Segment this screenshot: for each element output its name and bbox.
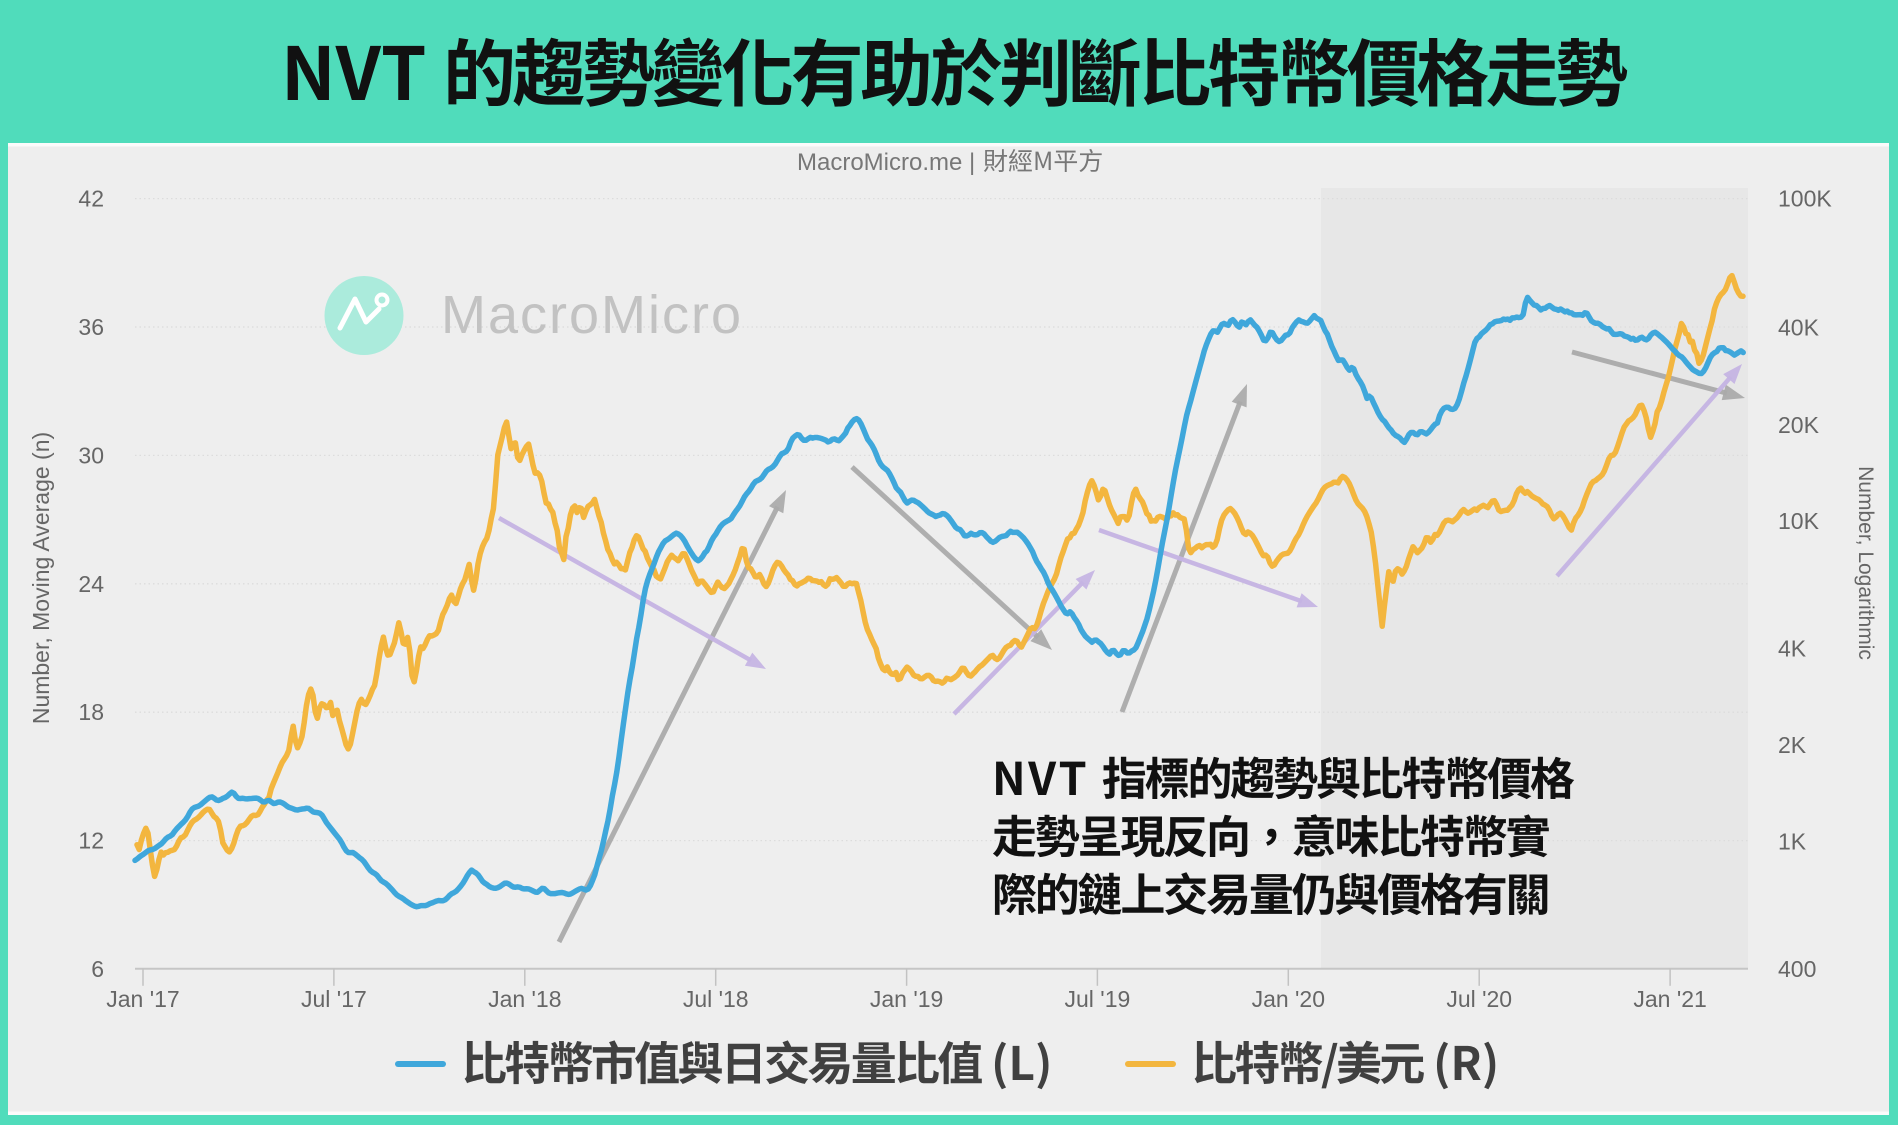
svg-text:Number, Logarithmic: Number, Logarithmic	[1854, 466, 1877, 660]
svg-text:12: 12	[78, 828, 104, 854]
svg-text:Jul '18: Jul '18	[683, 986, 749, 1012]
svg-text:4K: 4K	[1778, 636, 1807, 662]
svg-text:42: 42	[78, 186, 104, 212]
svg-text:24: 24	[78, 571, 104, 597]
svg-text:Jan '20: Jan '20	[1252, 986, 1325, 1012]
svg-text:Jul '20: Jul '20	[1446, 986, 1512, 1012]
svg-text:Jul '17: Jul '17	[301, 986, 367, 1012]
svg-text:10K: 10K	[1778, 508, 1820, 534]
svg-text:20K: 20K	[1778, 412, 1820, 438]
svg-text:Jul '19: Jul '19	[1065, 986, 1131, 1012]
svg-text:Jan '19: Jan '19	[870, 986, 943, 1012]
svg-text:MacroMicro: MacroMicro	[441, 285, 743, 345]
svg-text:100K: 100K	[1778, 186, 1832, 212]
svg-text:Jan '18: Jan '18	[488, 986, 561, 1012]
svg-text:MacroMicro.me |: MacroMicro.me |	[797, 149, 975, 176]
svg-text:36: 36	[78, 314, 104, 340]
svg-text:Number, Moving Average (n): Number, Moving Average (n)	[28, 432, 54, 724]
svg-text:Jan '21: Jan '21	[1633, 986, 1706, 1012]
svg-text:400: 400	[1778, 956, 1816, 982]
svg-text:Jan '17: Jan '17	[106, 986, 179, 1012]
svg-text:6: 6	[91, 956, 104, 982]
svg-text:2K: 2K	[1778, 732, 1807, 758]
svg-text:18: 18	[78, 699, 104, 725]
svg-text:1K: 1K	[1778, 828, 1807, 854]
svg-text:30: 30	[78, 442, 104, 468]
svg-text:40K: 40K	[1778, 314, 1820, 340]
